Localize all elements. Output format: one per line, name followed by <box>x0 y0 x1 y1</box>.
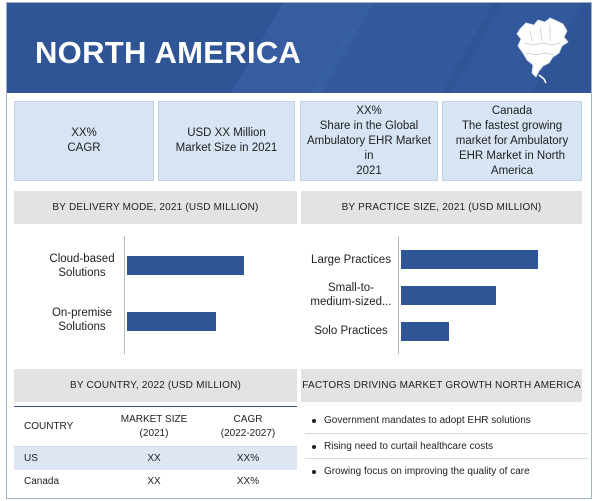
section-header-factors: FACTORS DRIVING MARKET GROWTH NORTH AMER… <box>301 369 582 402</box>
factor-item: Government mandates to adopt EHR solutio… <box>312 415 531 426</box>
factor-text: Growing focus on improving the quality o… <box>324 466 530 477</box>
factor-item: Rising need to curtail healthcare costs <box>312 441 493 452</box>
column-header: MARKET SIZE (2021) <box>109 406 199 447</box>
infographic-frame <box>6 2 592 499</box>
bar-label-line: medium-sized... <box>310 296 392 308</box>
bar-label: Small-to- medium-sized... <box>306 281 396 309</box>
bar-label-line: On-premise <box>51 307 113 319</box>
kpi-cagr: XX% CAGR <box>14 101 154 181</box>
bar-solo-practices <box>401 322 449 341</box>
kpi-label: 2021 <box>356 164 382 177</box>
kpi-market-size: USD XX Million Market Size in 2021 <box>158 101 295 181</box>
kpi-global-share: XX% Share in the Global Ambulatory EHR M… <box>300 101 438 181</box>
table-row: US XX XX% <box>14 446 297 470</box>
bar-label: On-premise Solutions <box>40 306 124 334</box>
bar-label: Large Practices <box>306 253 396 267</box>
kpi-value: USD XX Million <box>187 127 266 139</box>
page-title: NORTH AMERICA <box>35 35 302 70</box>
kpi-fastest-growing: Canada The fastest growing market for Am… <box>442 101 582 181</box>
bar-label-line: Small-to- <box>327 282 374 294</box>
kpi-label: The fastest growing <box>461 119 563 132</box>
table-cell: Canada <box>24 475 60 487</box>
kpi-label: Share in the Global <box>319 119 419 132</box>
bar-label: Cloud-based Solutions <box>40 252 124 280</box>
table-cell: US <box>14 446 109 470</box>
table-cell: XX <box>147 475 161 487</box>
bar-label-line: Solutions <box>58 267 106 279</box>
bullet-icon <box>312 469 316 474</box>
kpi-value: Canada <box>491 104 533 117</box>
factor-text: Rising need to curtail healthcare costs <box>324 441 493 452</box>
bullet-icon <box>312 418 316 423</box>
divider <box>305 458 588 459</box>
bar-on-premise <box>127 312 216 331</box>
table-cell: XX% <box>199 446 297 470</box>
kpi-value: XX% <box>356 104 382 117</box>
section-header-delivery: BY DELIVERY MODE, 2021 (USD MILLION) <box>14 191 297 224</box>
kpi-value: XX% <box>71 127 97 139</box>
kpi-label: Ambulatory EHR Market in <box>307 134 431 162</box>
section-header-practice: BY PRACTICE SIZE, 2021 (USD MILLION) <box>301 191 582 224</box>
divider <box>305 433 588 434</box>
north-america-map-icon <box>516 17 569 84</box>
header-banner: NORTH AMERICA <box>7 3 591 93</box>
table-cell: XX% <box>236 475 260 487</box>
chart-axis <box>398 236 399 354</box>
chart-axis <box>124 236 125 354</box>
bar-cloud-based <box>127 256 244 275</box>
kpi-label: CAGR <box>67 142 101 154</box>
kpi-label: market for Ambulatory <box>455 134 569 147</box>
bar-label-line: Large Practices <box>311 254 391 266</box>
kpi-label: EHR Market in North <box>458 149 566 162</box>
kpi-label: America <box>490 164 534 177</box>
factor-item: Growing focus on improving the quality o… <box>312 466 530 477</box>
column-header: CAGR (2022-2027) <box>199 406 297 447</box>
table-row: Canada XX XX% <box>14 470 297 493</box>
bar-small-to-medium <box>401 286 496 305</box>
country-table: COUNTRY MARKET SIZE (2021) CAGR (2022-20… <box>14 406 297 493</box>
bullet-icon <box>312 444 316 449</box>
bar-label-line: Solo Practices <box>314 325 388 337</box>
factor-text: Government mandates to adopt EHR solutio… <box>324 415 531 426</box>
kpi-label: Market Size in 2021 <box>175 142 278 154</box>
section-header-country: BY COUNTRY, 2022 (USD MILLION) <box>14 369 297 402</box>
table-header-row: COUNTRY MARKET SIZE (2021) CAGR (2022-20… <box>14 406 297 447</box>
bar-label: Solo Practices <box>306 324 396 338</box>
table-cell: XX <box>109 446 199 470</box>
bar-label-line: Solutions <box>58 321 106 333</box>
bar-large-practices <box>401 250 538 269</box>
column-header: COUNTRY <box>14 406 109 447</box>
bar-label-line: Cloud-based <box>49 253 115 265</box>
